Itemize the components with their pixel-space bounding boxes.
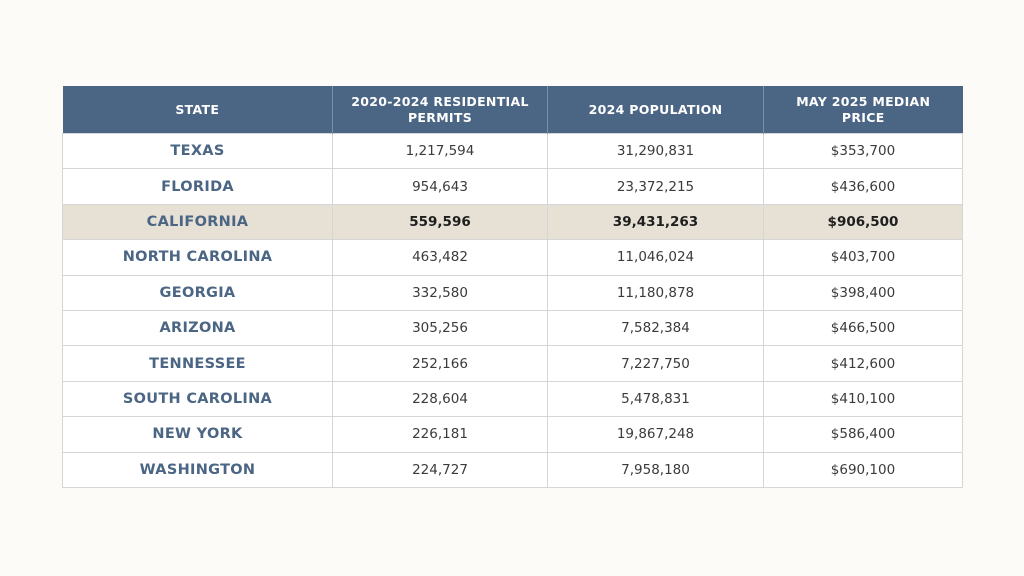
population-cell: 19,867,248 [547,416,764,453]
permits-cell: 332,580 [332,274,548,311]
price-cell: $906,500 [763,203,963,241]
population-cell: 23,372,215 [547,168,764,205]
table-row: TENNESSEE 252,166 7,227,750 $412,600 [62,345,963,382]
data-table-container: STATE 2020-2024 RESIDENTIAL PERMITS 2024… [62,86,963,488]
table-row: GEORGIA 332,580 11,180,878 $398,400 [62,274,963,311]
state-housing-table: STATE 2020-2024 RESIDENTIAL PERMITS 2024… [62,86,963,488]
permits-cell: 954,643 [332,168,548,205]
population-cell: 31,290,831 [547,132,764,170]
price-cell: $398,400 [763,274,963,311]
state-cell: TENNESSEE [62,345,333,382]
permits-cell: 226,181 [332,416,548,453]
state-cell: NORTH CAROLINA [62,239,333,276]
permits-cell: 252,166 [332,345,548,382]
price-cell: $353,700 [763,132,963,170]
table-header-row: STATE 2020-2024 RESIDENTIAL PERMITS 2024… [62,86,963,134]
table-row: FLORIDA 954,643 23,372,215 $436,600 [62,168,963,205]
price-cell: $412,600 [763,345,963,382]
table-row: ARIZONA 305,256 7,582,384 $466,500 [62,309,963,347]
price-cell: $690,100 [763,451,963,488]
price-cell: $403,700 [763,239,963,276]
price-cell: $410,100 [763,380,963,418]
permits-cell: 305,256 [332,309,548,347]
header-permits: 2020-2024 RESIDENTIAL PERMITS [332,86,548,134]
table-row: WASHINGTON 224,727 7,958,180 $690,100 [62,451,963,488]
population-cell: 5,478,831 [547,380,764,418]
permits-cell: 228,604 [332,380,548,418]
population-cell: 11,180,878 [547,274,764,311]
table-row: NORTH CAROLINA 463,482 11,046,024 $403,7… [62,239,963,276]
table-row: SOUTH CAROLINA 228,604 5,478,831 $410,10… [62,380,963,418]
state-cell: FLORIDA [62,168,333,205]
population-cell: 7,958,180 [547,451,764,488]
price-cell: $436,600 [763,168,963,205]
permits-cell: 559,596 [332,203,548,241]
population-cell: 11,046,024 [547,239,764,276]
state-cell: CALIFORNIA [62,203,333,241]
state-cell: GEORGIA [62,274,333,311]
header-median-price: MAY 2025 MEDIAN PRICE [763,86,963,134]
permits-cell: 224,727 [332,451,548,488]
state-cell: WASHINGTON [62,451,333,488]
header-state: STATE [62,86,333,134]
state-cell: ARIZONA [62,309,333,347]
header-population: 2024 POPULATION [547,86,764,134]
price-cell: $466,500 [763,309,963,347]
permits-cell: 463,482 [332,239,548,276]
state-cell: NEW YORK [62,416,333,453]
table-row: TEXAS 1,217,594 31,290,831 $353,700 [62,132,963,170]
permits-cell: 1,217,594 [332,132,548,170]
population-cell: 7,227,750 [547,345,764,382]
table-row-highlighted: CALIFORNIA 559,596 39,431,263 $906,500 [62,203,963,241]
state-cell: TEXAS [62,132,333,170]
state-cell: SOUTH CAROLINA [62,380,333,418]
price-cell: $586,400 [763,416,963,453]
population-cell: 39,431,263 [547,203,764,241]
table-row: NEW YORK 226,181 19,867,248 $586,400 [62,416,963,453]
population-cell: 7,582,384 [547,309,764,347]
